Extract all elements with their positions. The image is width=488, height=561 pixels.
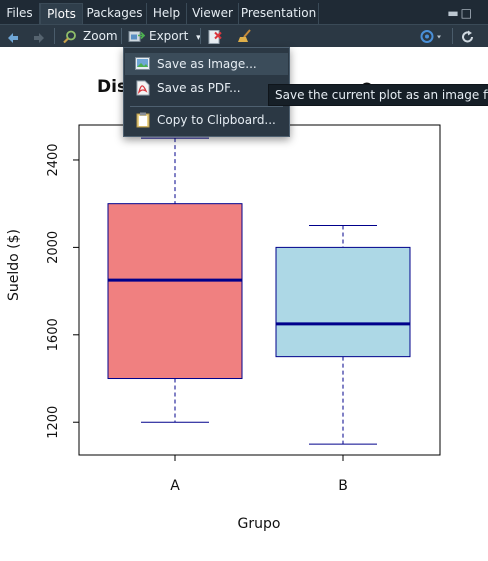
export-icon[interactable] <box>128 28 145 46</box>
x-tick-label: B <box>338 478 348 494</box>
y-tick-label: 1200 <box>46 406 61 439</box>
clear-all-broom-icon[interactable] <box>237 27 253 45</box>
save-image-tooltip: Save the current plot as an image file <box>268 84 488 106</box>
export-menu: Save as Image... Save as PDF... Copy to … <box>123 47 290 137</box>
minimize-pane-icon[interactable]: ▬ <box>447 6 461 20</box>
pdf-file-icon <box>136 80 150 96</box>
x-tick-label: A <box>170 478 180 494</box>
zoom-magnifier-icon[interactable] <box>62 28 77 46</box>
save-as-image-menu-item[interactable]: Save as Image... <box>125 53 288 75</box>
image-file-icon <box>135 57 150 70</box>
y-tick-label: 1600 <box>46 318 61 351</box>
export-label: Export <box>149 29 189 43</box>
zoom-button[interactable]: Zoom <box>83 29 118 43</box>
y-axis-label: Sueldo ($) <box>6 229 22 301</box>
toolbar-separator <box>121 28 122 44</box>
box-A <box>107 203 243 380</box>
tab-viewer[interactable]: Viewer <box>187 3 239 24</box>
chart-title-fragment: Dis <box>97 77 127 97</box>
save-as-pdf-menu-item[interactable]: Save as PDF... <box>125 77 288 99</box>
toolbar-separator <box>54 28 55 44</box>
publish-icon[interactable] <box>420 28 444 46</box>
remove-plot-icon[interactable] <box>207 28 223 46</box>
back-arrow-icon[interactable] <box>6 29 20 47</box>
toolbar-separator <box>452 28 453 44</box>
y-tick-label: 2000 <box>46 231 61 264</box>
clipboard-icon <box>136 112 150 128</box>
tab-files[interactable]: Files <box>0 3 40 24</box>
tab-packages[interactable]: Packages <box>83 3 147 24</box>
save-as-image-label: Save as Image... <box>157 57 257 71</box>
y-tick-label: 2400 <box>46 143 61 176</box>
copy-to-clipboard-menu-item[interactable]: Copy to Clipboard... <box>125 109 288 131</box>
tab-help[interactable]: Help <box>147 3 187 24</box>
x-axis-label: Grupo <box>238 516 281 532</box>
toolbar-separator <box>200 28 201 44</box>
save-as-pdf-label: Save as PDF... <box>157 81 241 95</box>
pane-tab-bar: Files Plots Packages Help Viewer Present… <box>0 0 488 25</box>
forward-arrow-icon[interactable] <box>32 29 46 47</box>
export-dropdown-button[interactable]: Export ▾ <box>149 27 201 45</box>
box-B <box>275 246 411 358</box>
refresh-icon[interactable] <box>460 28 475 46</box>
chevron-down-icon: ▾ <box>196 33 201 43</box>
pane-window-controls: ▬□ <box>447 6 474 20</box>
maximize-pane-icon[interactable]: □ <box>460 6 474 20</box>
menu-separator <box>130 106 283 107</box>
copy-to-clipboard-label: Copy to Clipboard... <box>157 113 276 127</box>
plots-toolbar: Zoom Export ▾ <box>0 25 488 48</box>
tab-plots[interactable]: Plots <box>40 3 83 24</box>
tab-presentation[interactable]: Presentation <box>239 3 319 24</box>
